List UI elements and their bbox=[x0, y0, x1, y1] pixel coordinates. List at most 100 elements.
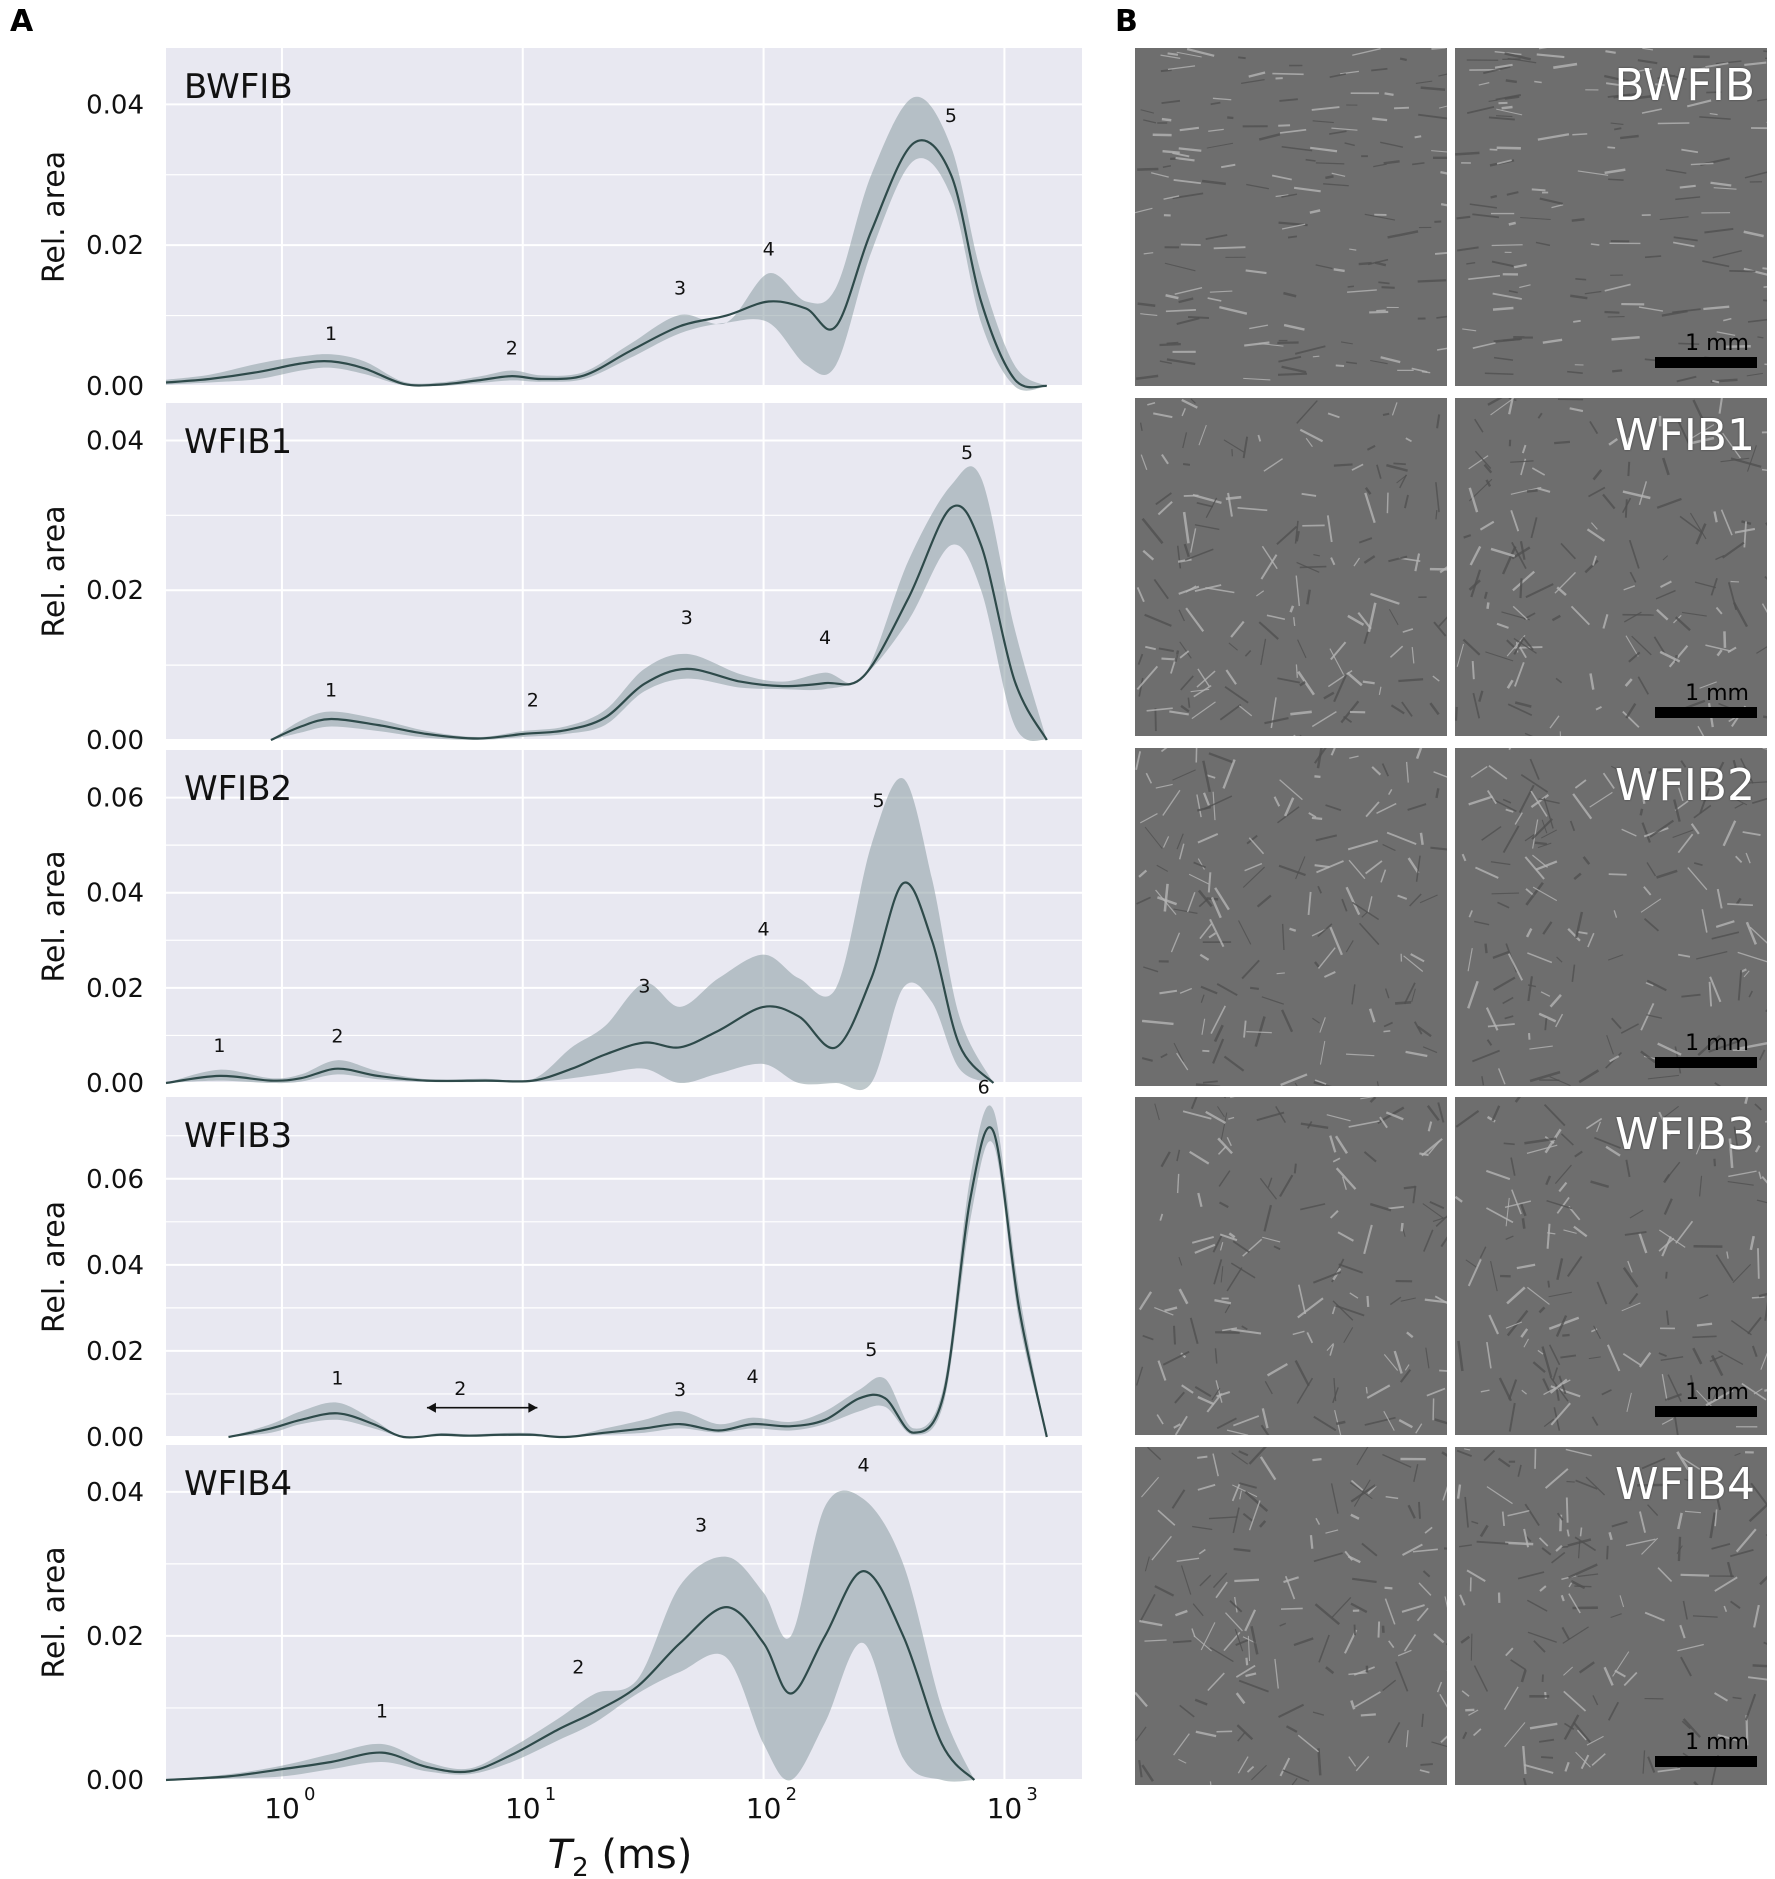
fiber-mark bbox=[1349, 248, 1357, 251]
fiber-mark bbox=[1709, 112, 1718, 116]
peak-annotation: 3 bbox=[681, 607, 693, 629]
fiber-mark bbox=[1502, 825, 1520, 854]
fiber-mark bbox=[1281, 145, 1313, 152]
fiber-mark bbox=[1178, 297, 1194, 304]
fiber-mark bbox=[1344, 1550, 1354, 1561]
fiber-mark bbox=[1433, 1633, 1445, 1644]
fiber-mark bbox=[1197, 668, 1210, 687]
fiber-mark bbox=[1154, 1585, 1175, 1597]
fiber-mark bbox=[1144, 1639, 1167, 1642]
fiber-mark bbox=[1294, 1082, 1298, 1086]
fiber-mark bbox=[1542, 1378, 1550, 1392]
fiber-mark bbox=[1219, 1242, 1224, 1251]
fiber-mark bbox=[1537, 842, 1552, 849]
fiber-mark bbox=[1761, 431, 1767, 434]
fiber-mark bbox=[1219, 703, 1242, 721]
fiber-mark bbox=[1608, 1531, 1613, 1541]
fiber-mark bbox=[1472, 213, 1500, 219]
fiber-mark bbox=[1694, 581, 1717, 589]
fiber-mark bbox=[1413, 1464, 1419, 1482]
fiber-texture bbox=[1136, 398, 1447, 736]
fiber-mark bbox=[1189, 1317, 1199, 1344]
fiber-mark bbox=[1353, 1624, 1357, 1636]
fiber-mark bbox=[1191, 701, 1216, 720]
micro-ct-image: WFIB3 1 mm bbox=[1455, 1097, 1767, 1435]
fiber-mark bbox=[1264, 1381, 1273, 1395]
fiber-mark bbox=[1202, 792, 1210, 806]
fiber-mark bbox=[1204, 795, 1233, 810]
fiber-mark bbox=[1610, 1613, 1622, 1619]
fiber-mark bbox=[1312, 1457, 1322, 1462]
fiber-mark bbox=[1214, 1348, 1218, 1364]
fiber-mark bbox=[1414, 553, 1421, 572]
fiber-mark bbox=[1193, 1635, 1212, 1652]
fiber-mark bbox=[1399, 474, 1407, 489]
fiber-mark bbox=[1548, 1316, 1580, 1330]
fiber-mark bbox=[1220, 163, 1236, 169]
fiber-mark bbox=[1657, 1767, 1681, 1773]
fiber-mark bbox=[1607, 1701, 1620, 1721]
fiber-mark bbox=[1165, 294, 1179, 300]
fiber-mark bbox=[1196, 806, 1211, 812]
fiber-mark bbox=[1496, 159, 1512, 165]
fiber-mark bbox=[1474, 920, 1490, 926]
fiber-mark bbox=[1743, 521, 1747, 548]
fiber-mark bbox=[1205, 497, 1218, 519]
y-tick-label: 0.02 bbox=[86, 974, 144, 1004]
fiber-mark bbox=[1331, 1306, 1336, 1315]
fiber-mark bbox=[1244, 341, 1270, 347]
fiber-mark bbox=[1506, 679, 1514, 689]
uncertainty-band bbox=[166, 777, 994, 1091]
fiber-mark bbox=[1636, 94, 1656, 100]
fiber-mark bbox=[1279, 1622, 1287, 1627]
fiber-mark bbox=[1608, 437, 1619, 446]
peak-annotation: 3 bbox=[638, 976, 650, 998]
fiber-mark bbox=[1348, 859, 1366, 880]
fiber-texture bbox=[1135, 748, 1447, 1086]
fiber-mark bbox=[1238, 705, 1253, 717]
fiber-mark bbox=[1199, 1574, 1212, 1587]
fiber-mark bbox=[1672, 829, 1694, 839]
range-arrow-head-right bbox=[528, 1402, 538, 1413]
fiber-mark bbox=[1435, 1215, 1447, 1227]
fiber-mark bbox=[1715, 60, 1742, 65]
fiber-mark bbox=[1177, 558, 1192, 563]
fiber-mark bbox=[1178, 1256, 1183, 1266]
fiber-mark bbox=[1472, 342, 1496, 350]
fiber-mark bbox=[1531, 188, 1546, 192]
fiber-mark bbox=[1560, 1594, 1565, 1602]
fiber-mark bbox=[1441, 1451, 1447, 1457]
y-tick-label: 0.02 bbox=[86, 1337, 144, 1367]
plot-background bbox=[166, 1097, 1082, 1437]
fiber-mark bbox=[1514, 662, 1525, 687]
fiber-mark bbox=[1384, 988, 1390, 999]
range-arrow-head-left bbox=[426, 1402, 436, 1413]
fiber-mark bbox=[1544, 1128, 1562, 1154]
fiber-mark bbox=[1748, 990, 1753, 998]
fiber-mark bbox=[1704, 227, 1734, 234]
fiber-mark bbox=[1357, 611, 1372, 630]
fiber-mark bbox=[1222, 759, 1236, 789]
fiber-mark bbox=[1421, 371, 1431, 374]
fiber-mark bbox=[1730, 1548, 1754, 1558]
fiber-mark bbox=[1544, 1468, 1569, 1489]
fiber-mark bbox=[1173, 908, 1198, 914]
fiber-mark bbox=[1325, 804, 1342, 812]
fiber-mark bbox=[1590, 522, 1598, 530]
fiber-mark bbox=[1173, 178, 1202, 185]
fiber-mark bbox=[1554, 1164, 1572, 1185]
fiber-mark bbox=[1329, 73, 1347, 79]
fiber-mark bbox=[1314, 1603, 1341, 1626]
fiber-mark bbox=[1722, 820, 1737, 847]
fiber-mark bbox=[1607, 146, 1616, 149]
y-axis-label: Rel. area bbox=[37, 151, 72, 283]
x-tick-exponent: 0 bbox=[304, 1784, 315, 1805]
fiber-mark bbox=[1592, 469, 1603, 481]
fiber-mark bbox=[1542, 338, 1563, 344]
fiber-mark bbox=[1297, 670, 1315, 696]
fiber-mark bbox=[1575, 1751, 1591, 1768]
fiber-texture bbox=[1456, 1448, 1767, 1785]
fiber-mark bbox=[1604, 283, 1631, 292]
fiber-mark bbox=[1333, 673, 1348, 703]
fiber-mark bbox=[1335, 364, 1345, 367]
